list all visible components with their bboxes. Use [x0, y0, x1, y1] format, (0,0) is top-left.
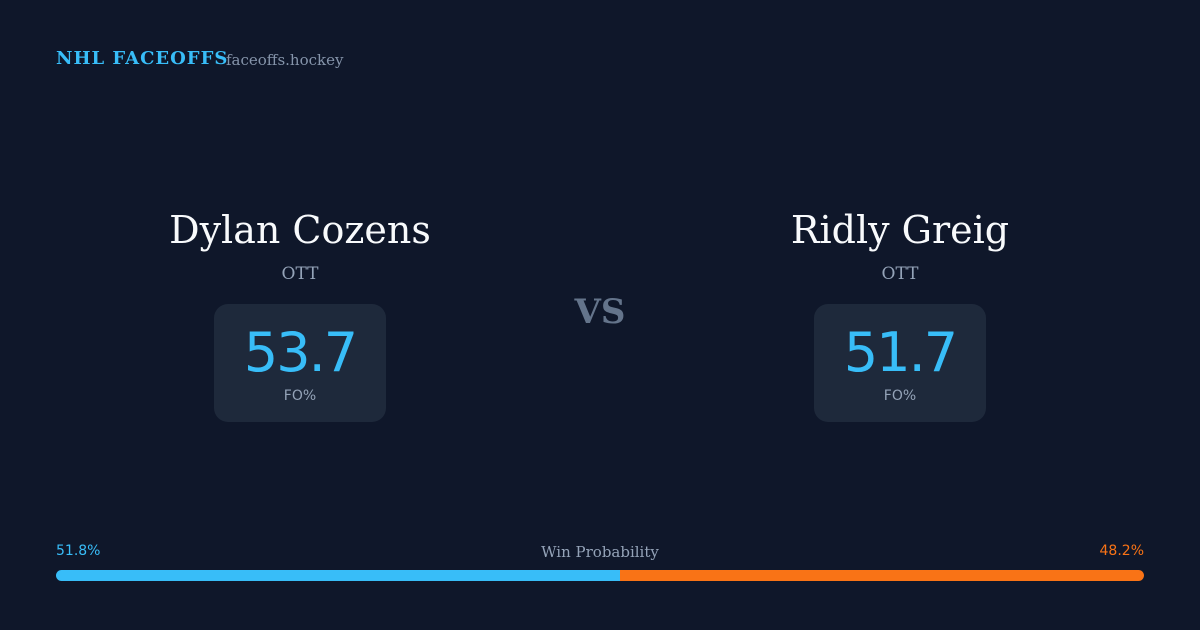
site-url: faceoffs.hockey [226, 51, 344, 69]
win-prob-segment [619, 570, 1144, 581]
brand: NHL FACEOFFS [56, 48, 229, 69]
player-name: Ridly Greig [790, 208, 1010, 252]
win-prob-left: 51.8% [56, 543, 101, 559]
player-panel: Ridly Greig OTT 51.7 FO% [600, 200, 1200, 422]
win-prob-segment [56, 570, 620, 581]
stat-card: 53.7 FO% [213, 304, 387, 422]
win-prob-bar [56, 570, 1144, 581]
vs-label: VS [574, 292, 626, 332]
win-prob-title: Win Probability [541, 543, 659, 561]
stat-card: 51.7 FO% [813, 304, 987, 422]
stat-label: FO% [283, 388, 317, 404]
win-prob-right: 48.2% [1099, 543, 1144, 559]
player-team: OTT [281, 264, 319, 284]
stat-value: 53.7 [243, 321, 358, 384]
player-name: Dylan Cozens [169, 208, 431, 252]
player-panel: Dylan Cozens OTT 53.7 FO% [0, 200, 600, 422]
player-team: OTT [881, 264, 919, 284]
stat-value: 51.7 [843, 321, 958, 384]
stat-label: FO% [883, 388, 917, 404]
